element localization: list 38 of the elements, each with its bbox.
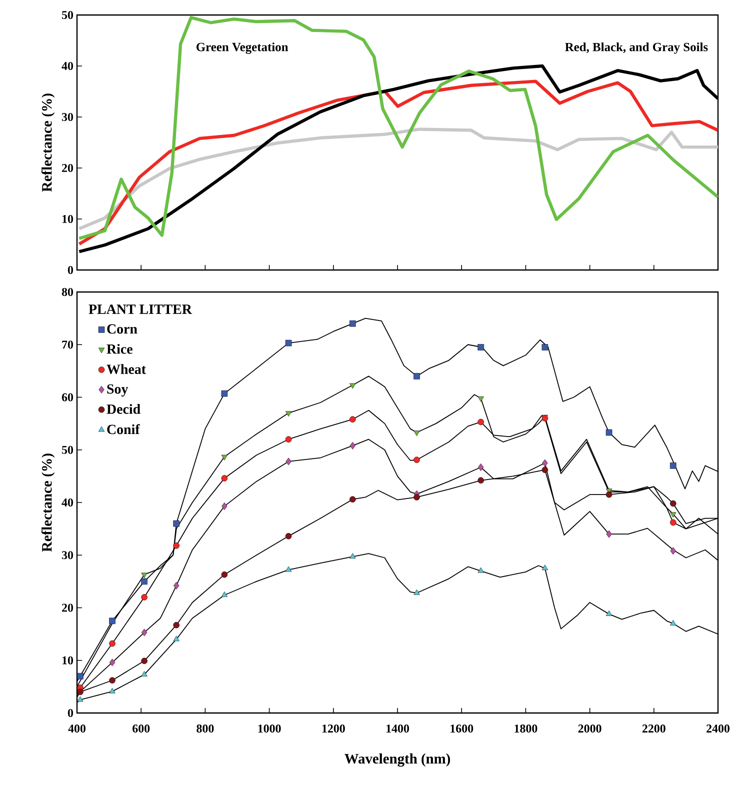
legend-label: Soy — [107, 384, 128, 397]
legend-label: Decid — [106, 404, 140, 414]
y-tick-label: 40 — [62, 498, 74, 507]
x-tick-label: 2200 — [642, 724, 666, 733]
x-tick-label: 2400 — [706, 724, 730, 733]
y-tick-label: 20 — [62, 164, 74, 172]
x-tick-label: 400 — [68, 724, 86, 733]
y-tick-label: 10 — [62, 656, 74, 664]
y-tick-label: 50 — [62, 446, 74, 454]
x-axis-title: Wavelength (nm) — [344, 753, 450, 767]
y-tick-label: 20 — [62, 604, 74, 612]
x-tick-label: 1800 — [514, 724, 538, 733]
y-tick-label: 60 — [62, 393, 74, 402]
annotation: Green Vegetation — [196, 42, 288, 54]
y-axis-title: Reflectance (%) — [41, 94, 55, 192]
y-tick-label: 30 — [62, 112, 74, 122]
x-tick-label: 800 — [196, 724, 214, 733]
y-tick-label: 10 — [62, 214, 74, 224]
y-tick-label: 0 — [68, 266, 74, 274]
y-tick-label: 50 — [62, 10, 74, 20]
x-tick-label: 1600 — [450, 724, 474, 733]
legend-label: Conif — [107, 424, 140, 434]
y-tick-label: 0 — [68, 708, 74, 718]
y-tick-label: 70 — [62, 340, 74, 349]
y-tick-label: 40 — [62, 62, 74, 70]
x-tick-label: 2000 — [578, 724, 602, 733]
x-tick-label: 1000 — [258, 724, 281, 733]
legend-label: Wheat — [106, 364, 146, 374]
legend-title: PLANT LITTER — [88, 304, 192, 314]
x-tick-label: 1200 — [322, 724, 345, 733]
x-tick-label: 1400 — [386, 724, 409, 733]
x-tick-label: 600 — [132, 724, 150, 733]
legend-label: Rice — [106, 344, 132, 354]
legend-label: Corn — [107, 324, 138, 334]
y-tick-label: 30 — [62, 551, 74, 560]
annotation: Red, Black, and Gray Soils — [565, 42, 708, 54]
y-tick-label: 80 — [62, 288, 74, 296]
y-axis-title: Reflectance (%) — [41, 454, 55, 552]
